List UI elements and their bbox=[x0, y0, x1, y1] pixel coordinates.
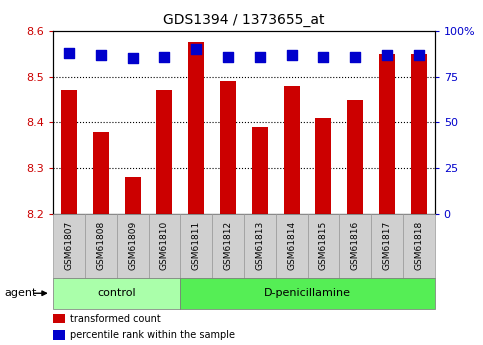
Text: D-penicillamine: D-penicillamine bbox=[264, 288, 351, 298]
Text: GSM61810: GSM61810 bbox=[160, 221, 169, 270]
Bar bbox=[188, 42, 204, 214]
Text: GSM61813: GSM61813 bbox=[256, 221, 264, 270]
Text: GSM61814: GSM61814 bbox=[287, 221, 296, 270]
Bar bbox=[315, 118, 331, 214]
Bar bbox=[125, 177, 141, 214]
Text: GSM61812: GSM61812 bbox=[224, 221, 232, 270]
Text: GSM61816: GSM61816 bbox=[351, 221, 360, 270]
Point bbox=[65, 50, 73, 56]
Bar bbox=[220, 81, 236, 214]
Bar bbox=[284, 86, 299, 214]
Bar bbox=[252, 127, 268, 214]
Text: transformed count: transformed count bbox=[70, 314, 161, 324]
Point bbox=[192, 47, 200, 52]
Text: agent: agent bbox=[5, 288, 37, 298]
Text: GSM61815: GSM61815 bbox=[319, 221, 328, 270]
Bar bbox=[411, 54, 427, 214]
Bar bbox=[347, 100, 363, 214]
Point bbox=[351, 54, 359, 59]
Point bbox=[160, 54, 168, 59]
Bar bbox=[156, 90, 172, 214]
Text: GSM61817: GSM61817 bbox=[383, 221, 392, 270]
Bar bbox=[61, 90, 77, 214]
Point bbox=[320, 54, 327, 59]
Text: GSM61818: GSM61818 bbox=[414, 221, 423, 270]
Text: GSM61809: GSM61809 bbox=[128, 221, 137, 270]
Text: control: control bbox=[98, 288, 136, 298]
Text: GSM61808: GSM61808 bbox=[96, 221, 105, 270]
Point bbox=[288, 52, 296, 58]
Point bbox=[129, 56, 137, 61]
Point bbox=[383, 52, 391, 58]
Point bbox=[415, 52, 423, 58]
Text: GSM61807: GSM61807 bbox=[65, 221, 73, 270]
Text: GSM61811: GSM61811 bbox=[192, 221, 201, 270]
Point bbox=[224, 54, 232, 59]
Bar bbox=[379, 54, 395, 214]
Text: percentile rank within the sample: percentile rank within the sample bbox=[70, 331, 235, 340]
Point bbox=[97, 52, 105, 58]
Bar bbox=[93, 131, 109, 214]
Title: GDS1394 / 1373655_at: GDS1394 / 1373655_at bbox=[163, 13, 325, 27]
Point bbox=[256, 54, 264, 59]
